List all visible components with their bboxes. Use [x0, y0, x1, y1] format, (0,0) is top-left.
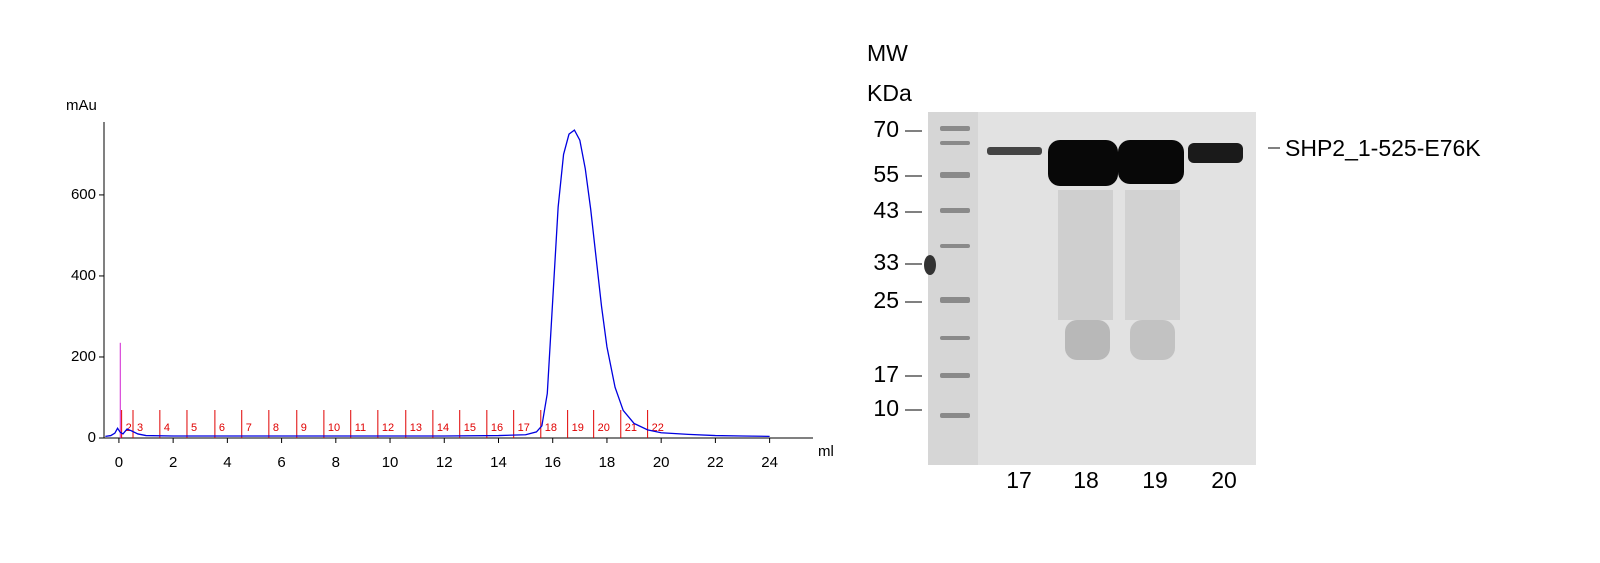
fraction-label: 7: [246, 422, 252, 434]
y-tick-label: 400: [71, 267, 96, 284]
x-tick-label: 22: [707, 454, 724, 471]
lane-label: 17: [1006, 467, 1032, 493]
mw-marker-label: 25: [873, 287, 899, 313]
fraction-label: 18: [545, 422, 557, 434]
x-tick-label: 2: [169, 454, 177, 471]
fraction-label: 16: [491, 422, 503, 434]
fraction-label: 12: [382, 422, 394, 434]
y-tick-label: 600: [71, 186, 96, 203]
x-axis-label: ml: [818, 443, 834, 460]
fraction-label: 20: [598, 422, 610, 434]
x-tick-label: 10: [382, 454, 399, 471]
fraction-label: 14: [437, 422, 449, 434]
fraction-label: 8: [273, 422, 279, 434]
y-tick-label: 0: [88, 429, 96, 446]
x-tick-label: 20: [653, 454, 670, 471]
x-tick-label: 14: [490, 454, 507, 471]
mw-marker-label: 43: [873, 197, 899, 223]
x-tick-label: 0: [115, 454, 123, 471]
fraction-label: 15: [464, 422, 476, 434]
fraction-label: 4: [164, 422, 170, 434]
fraction-label: 9: [301, 422, 307, 434]
fraction-label: 19: [572, 422, 584, 434]
mw-marker-label: 33: [873, 249, 899, 275]
uv-trace: [105, 129, 770, 438]
x-tick-label: 18: [599, 454, 616, 471]
fraction-label: 3: [137, 422, 143, 434]
x-tick-label: 12: [436, 454, 453, 471]
lane-label: 19: [1142, 467, 1168, 493]
x-tick-label: 6: [277, 454, 285, 471]
y-tick-label: 200: [71, 348, 96, 365]
fraction-label: 5: [191, 422, 197, 434]
mw-marker-label: 10: [873, 395, 899, 421]
fraction-label: 13: [410, 422, 422, 434]
mw-marker-label: 55: [873, 161, 899, 187]
mw-marker-label: 17: [873, 361, 899, 387]
y-axis-label: mAu: [66, 97, 97, 114]
mw-label: MW: [867, 40, 908, 66]
lane-label: 18: [1073, 467, 1099, 493]
fraction-label: 21: [625, 422, 637, 434]
band-label: SHP2_1-525-E76K: [1285, 135, 1481, 161]
x-tick-label: 8: [332, 454, 340, 471]
x-tick-label: 4: [223, 454, 231, 471]
fraction-label: 2: [126, 422, 132, 434]
fraction-label: 11: [355, 422, 366, 434]
fraction-label: 17: [518, 422, 530, 434]
mw-marker-label: 70: [873, 116, 899, 142]
mw-unit: KDa: [867, 80, 912, 106]
x-tick-label: 16: [544, 454, 561, 471]
fraction-label: 6: [219, 422, 225, 434]
lane-label: 20: [1211, 467, 1237, 493]
fraction-label: 10: [328, 422, 340, 434]
gel-image: [924, 112, 1256, 465]
x-tick-label: 24: [761, 454, 778, 471]
